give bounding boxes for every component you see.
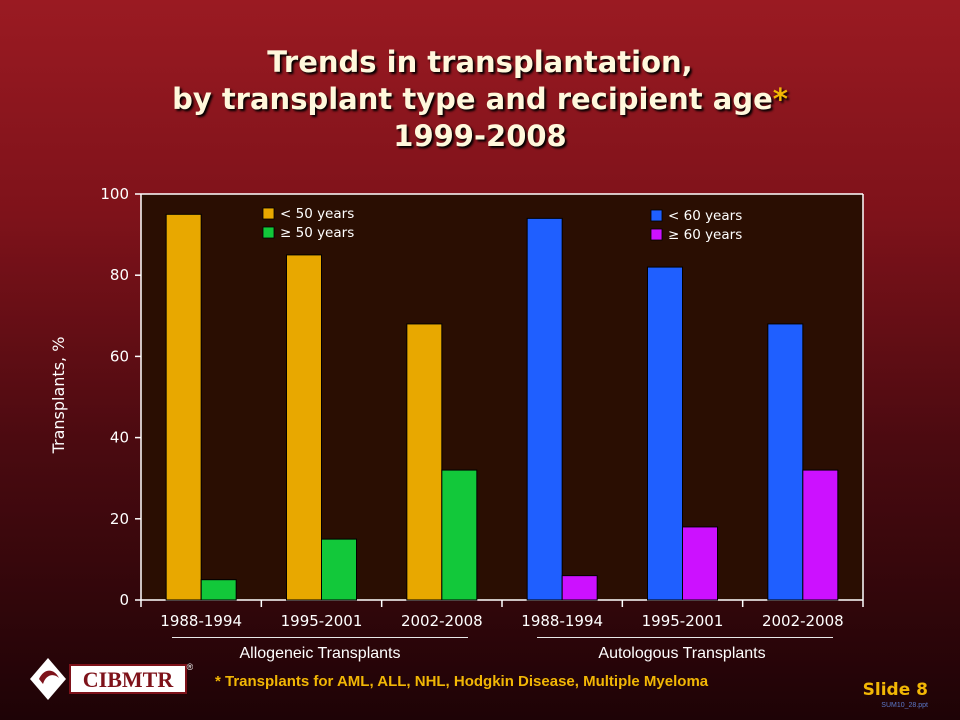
- footnote: * Transplants for AML, ALL, NHL, Hodgkin…: [215, 673, 709, 690]
- y-tick-label: 60: [110, 347, 129, 365]
- legend-label: < 60 years: [668, 208, 742, 224]
- y-tick-label: 20: [110, 510, 129, 528]
- bar: [561, 575, 598, 601]
- legend-label: < 50 years: [280, 206, 354, 222]
- bar: [682, 526, 718, 601]
- x-tick-label: 1988-1994: [521, 612, 603, 630]
- y-tick-label: 80: [110, 266, 129, 284]
- x-tick-label: 2002-2008: [401, 612, 483, 630]
- group-label-allogeneic: Allogeneic Transplants: [239, 645, 401, 662]
- x-tick-label: 2002-2008: [762, 612, 844, 630]
- bar: [200, 579, 237, 601]
- y-tick-label: 0: [119, 591, 129, 609]
- title-line-1: Trends in transplantation,: [267, 45, 693, 79]
- legend-swatch: [650, 228, 663, 241]
- plot-area: [141, 194, 863, 600]
- group-label-autologous: Autologous Transplants: [598, 645, 766, 662]
- file-reference: SUM10_28.ppt: [881, 702, 928, 709]
- bar: [526, 217, 563, 601]
- bar: [321, 538, 357, 601]
- bar: [802, 469, 839, 601]
- bar: [647, 266, 683, 601]
- title-asterisk: *: [772, 82, 788, 116]
- logo-registered: ®: [187, 662, 193, 672]
- x-tick-label: 1995-2001: [281, 612, 363, 630]
- y-axis-label: Transplants, %: [49, 337, 68, 455]
- title-line-2: by transplant type and recipient age*: [0, 81, 960, 118]
- bar: [406, 323, 443, 601]
- bar: [165, 213, 202, 601]
- logo-text: CIBMTR: [83, 667, 175, 692]
- y-tick-label: 40: [110, 429, 129, 447]
- bar: [441, 469, 478, 601]
- allogeneic-group-line: [172, 637, 468, 638]
- bar: [286, 254, 322, 601]
- y-tick-label: 100: [100, 185, 129, 203]
- slide-number: Slide 8: [862, 680, 928, 700]
- legend-swatch: [262, 226, 275, 239]
- title-line-2-text: by transplant type and recipient age: [172, 82, 773, 116]
- x-tick-label: 1988-1994: [160, 612, 242, 630]
- chart-title: Trends in transplantation, by transplant…: [0, 44, 960, 155]
- legend-label: ≥ 60 years: [668, 227, 742, 243]
- autologous-group-line: [537, 637, 833, 638]
- bar: [767, 323, 804, 601]
- title-line-3: 1999-2008: [393, 119, 567, 153]
- x-tick-label: 1995-2001: [642, 612, 724, 630]
- legend-swatch: [650, 209, 663, 222]
- cibmtr-logo: CIBMTR ®: [30, 658, 193, 700]
- legend-label: ≥ 50 years: [280, 225, 354, 241]
- legend-swatch: [262, 207, 275, 220]
